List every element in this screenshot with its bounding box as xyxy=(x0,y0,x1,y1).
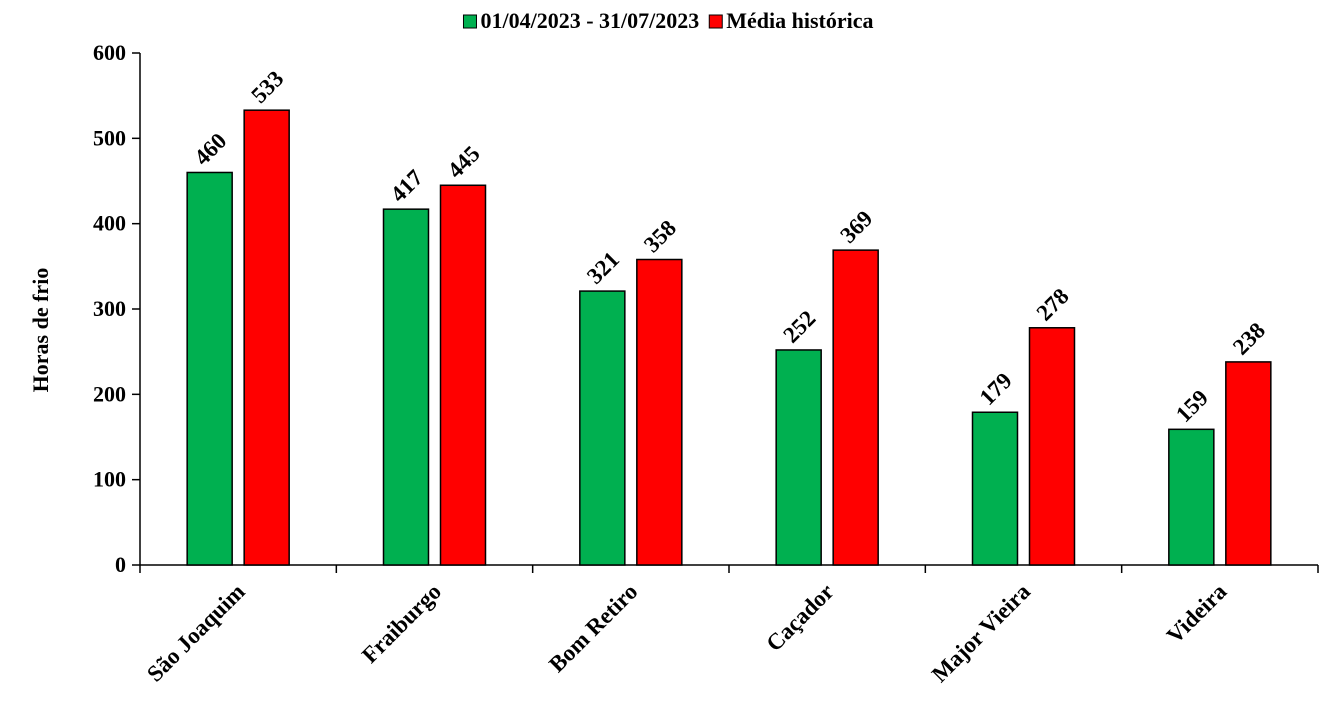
legend-swatch xyxy=(462,14,477,29)
x-tick-label: Videira xyxy=(1162,579,1232,649)
data-label: 533 xyxy=(246,66,288,108)
legend-label: 01/04/2023 - 31/07/2023 xyxy=(480,8,699,33)
y-tick-label: 100 xyxy=(93,467,126,492)
y-tick-label: 0 xyxy=(115,552,126,577)
data-label: 321 xyxy=(582,247,624,289)
x-tick-label: Major Vieira xyxy=(927,579,1036,688)
y-tick-label: 400 xyxy=(93,211,126,236)
bar xyxy=(971,411,1019,566)
bar xyxy=(1225,361,1272,566)
x-axis: São Joaquim Fraiburgo Bom Retiro Caçador Maj… xyxy=(139,564,1319,688)
data-label: 159 xyxy=(1171,385,1213,427)
bars xyxy=(186,109,1272,566)
legend-swatch xyxy=(708,14,723,29)
bar xyxy=(832,249,879,566)
data-labels: 460 417 321 252 179 159 533 445 358 369 278 238 xyxy=(189,66,1270,427)
x-tick-label: São Joaquim xyxy=(142,579,250,687)
y-tick-label: 200 xyxy=(93,381,126,406)
y-tick-label: 600 xyxy=(93,40,126,65)
y-axis: 0 100 200 300 400 500 600 xyxy=(93,40,141,577)
x-tick-label: Bom Retiro xyxy=(544,579,642,677)
x-tick-label: Fraiburgo xyxy=(357,579,446,668)
bar xyxy=(636,258,683,566)
data-label: 417 xyxy=(386,165,428,207)
data-label: 460 xyxy=(189,128,231,170)
data-label: 358 xyxy=(639,215,681,257)
bar xyxy=(579,290,626,566)
bar xyxy=(243,109,290,566)
bar xyxy=(439,184,487,566)
x-tick-label: Caçador xyxy=(761,579,838,656)
legend: 01/04/2023 - 31/07/2023 Média histórica xyxy=(462,8,874,33)
bar xyxy=(775,349,822,566)
y-tick-label: 500 xyxy=(93,125,126,150)
data-label: 445 xyxy=(443,141,485,183)
bar xyxy=(382,208,430,566)
legend-item: 01/04/2023 - 31/07/2023 xyxy=(462,8,699,33)
data-label: 238 xyxy=(1228,318,1270,360)
data-label: 179 xyxy=(975,368,1017,410)
data-label: 278 xyxy=(1032,283,1074,325)
y-axis-title: Horas de frio xyxy=(28,268,53,393)
bar xyxy=(1168,428,1215,566)
y-tick-label: 300 xyxy=(93,296,126,321)
bar xyxy=(1028,327,1076,566)
data-label: 369 xyxy=(835,206,877,248)
data-label: 252 xyxy=(778,306,820,348)
bar xyxy=(186,171,233,566)
legend-item: Média histórica xyxy=(708,8,874,33)
legend-label: Média histórica xyxy=(726,8,873,33)
